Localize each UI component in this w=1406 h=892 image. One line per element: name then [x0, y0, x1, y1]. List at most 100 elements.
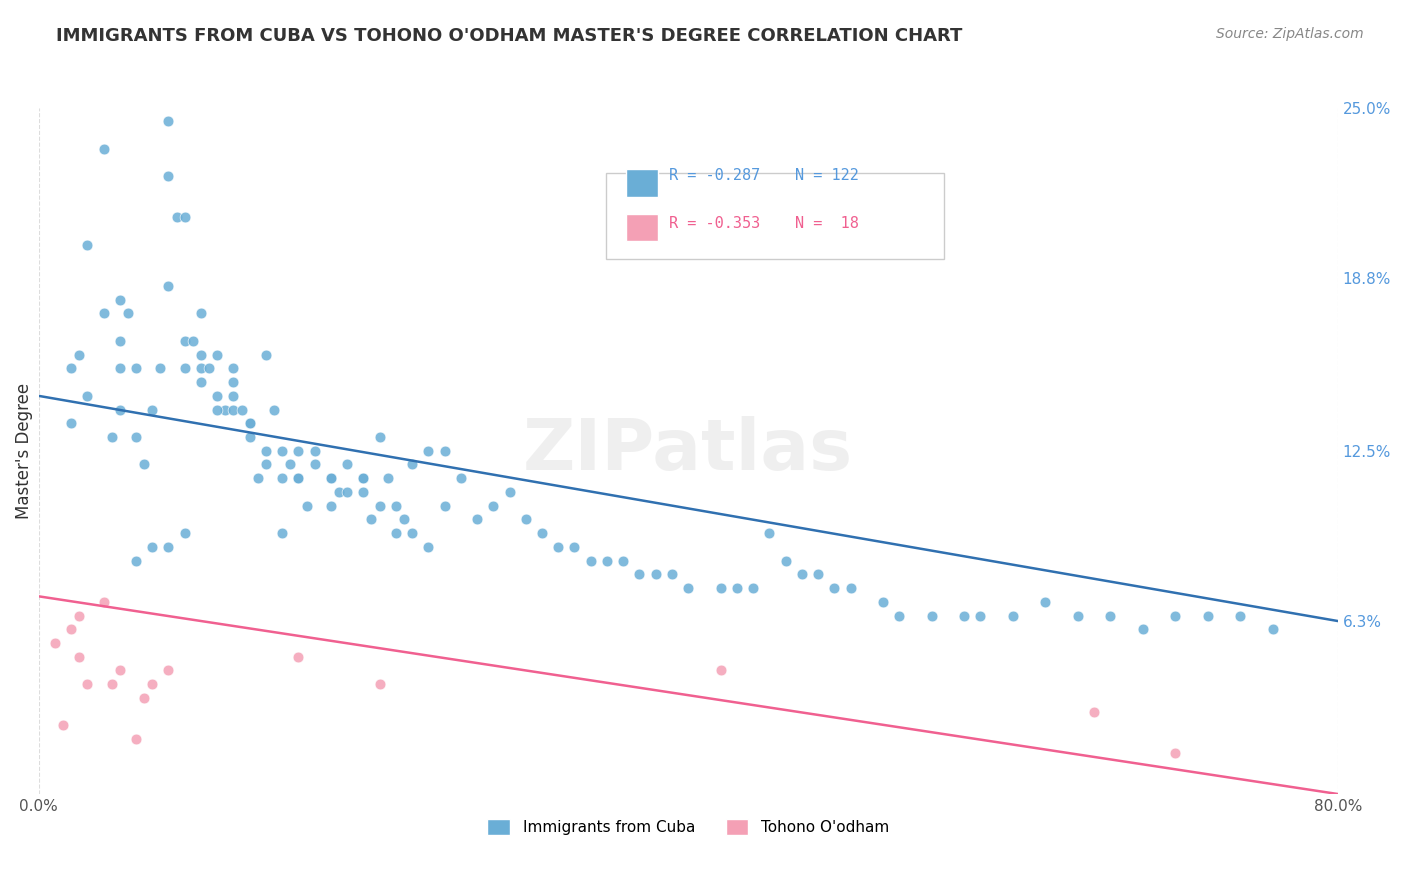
- Point: [60, 417, 83, 431]
- Point: [67, 608, 90, 623]
- Point: [1164, 608, 1187, 623]
- Point: [710, 664, 733, 678]
- Point: [134, 690, 156, 705]
- Point: [190, 306, 212, 320]
- Point: [263, 402, 285, 417]
- Point: [1099, 608, 1122, 623]
- Point: [67, 348, 90, 362]
- Point: [295, 499, 318, 513]
- Point: [125, 732, 148, 747]
- Point: [1035, 595, 1057, 609]
- Point: [157, 279, 180, 293]
- Point: [1132, 622, 1154, 636]
- Point: [319, 471, 342, 485]
- Point: [108, 293, 131, 307]
- Point: [1261, 622, 1284, 636]
- Point: [287, 471, 309, 485]
- Point: [108, 402, 131, 417]
- Point: [173, 361, 195, 376]
- Point: [612, 553, 634, 567]
- Point: [661, 567, 683, 582]
- Point: [239, 417, 262, 431]
- Point: [231, 402, 253, 417]
- Point: [157, 664, 180, 678]
- Point: [1164, 746, 1187, 760]
- Point: [377, 471, 399, 485]
- Point: [676, 581, 699, 595]
- FancyBboxPatch shape: [626, 214, 658, 242]
- Point: [742, 581, 765, 595]
- Point: [60, 622, 83, 636]
- Point: [319, 471, 342, 485]
- Point: [921, 608, 943, 623]
- Point: [108, 361, 131, 376]
- Point: [214, 402, 236, 417]
- Point: [205, 348, 228, 362]
- Point: [872, 595, 894, 609]
- Point: [336, 458, 359, 472]
- Point: [271, 443, 294, 458]
- FancyBboxPatch shape: [606, 173, 943, 259]
- Point: [246, 471, 269, 485]
- Point: [953, 608, 976, 623]
- Point: [190, 375, 212, 389]
- Point: [392, 512, 415, 526]
- Point: [418, 540, 440, 554]
- Point: [254, 458, 277, 472]
- Point: [725, 581, 748, 595]
- Point: [173, 526, 195, 541]
- Point: [319, 499, 342, 513]
- Point: [1197, 608, 1219, 623]
- Point: [52, 718, 75, 732]
- Point: [141, 402, 163, 417]
- Point: [157, 540, 180, 554]
- FancyBboxPatch shape: [626, 169, 658, 197]
- Text: ZIPatlas: ZIPatlas: [523, 417, 853, 485]
- Point: [807, 567, 830, 582]
- Point: [564, 540, 586, 554]
- Point: [93, 142, 115, 156]
- Point: [108, 334, 131, 348]
- Point: [222, 389, 245, 403]
- Point: [1083, 705, 1105, 719]
- Point: [328, 485, 350, 500]
- Point: [515, 512, 537, 526]
- Point: [482, 499, 505, 513]
- Point: [385, 526, 408, 541]
- Point: [157, 114, 180, 128]
- Point: [1229, 608, 1251, 623]
- Point: [823, 581, 845, 595]
- Point: [222, 375, 245, 389]
- Point: [76, 389, 98, 403]
- Point: [790, 567, 813, 582]
- Point: [758, 526, 780, 541]
- Point: [117, 306, 139, 320]
- Point: [385, 499, 408, 513]
- Point: [222, 361, 245, 376]
- Text: N =  18: N = 18: [794, 216, 859, 231]
- Point: [579, 553, 602, 567]
- Point: [596, 553, 619, 567]
- Point: [465, 512, 488, 526]
- Point: [100, 430, 122, 444]
- Point: [254, 443, 277, 458]
- Point: [173, 334, 195, 348]
- Point: [76, 237, 98, 252]
- Point: [157, 169, 180, 183]
- Point: [93, 306, 115, 320]
- Point: [498, 485, 520, 500]
- Point: [149, 361, 172, 376]
- Point: [547, 540, 569, 554]
- Point: [352, 471, 374, 485]
- Point: [190, 361, 212, 376]
- Point: [278, 458, 301, 472]
- Point: [304, 458, 326, 472]
- Point: [336, 485, 359, 500]
- Point: [1001, 608, 1024, 623]
- Point: [644, 567, 666, 582]
- Point: [530, 526, 553, 541]
- Point: [287, 443, 309, 458]
- Point: [222, 402, 245, 417]
- Point: [710, 581, 733, 595]
- Point: [141, 677, 163, 691]
